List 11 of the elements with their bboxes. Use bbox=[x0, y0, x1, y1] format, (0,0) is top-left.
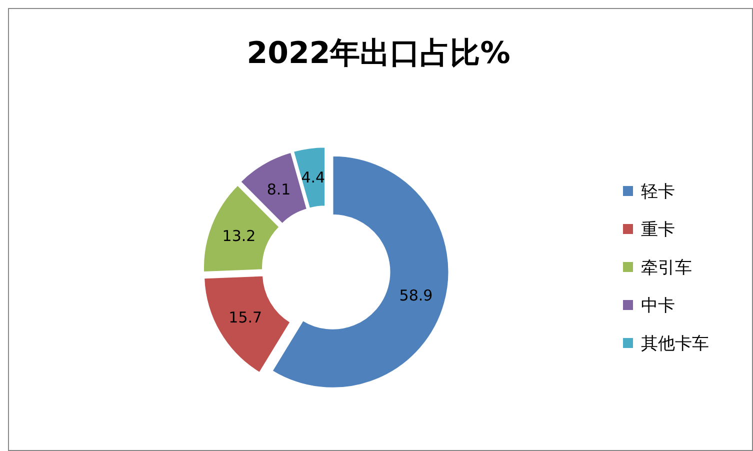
data-label: 4.4 bbox=[301, 168, 326, 187]
chart-title: 2022年出口占比% bbox=[246, 36, 510, 71]
legend-label: 其他卡车 bbox=[641, 334, 709, 354]
legend-label: 中卡 bbox=[641, 296, 675, 316]
data-label: 15.7 bbox=[228, 308, 262, 327]
data-label: 58.9 bbox=[399, 286, 433, 305]
legend-label: 重卡 bbox=[641, 220, 675, 240]
data-label: 8.1 bbox=[266, 180, 291, 199]
legend-label: 轻卡 bbox=[641, 182, 675, 202]
legend-label: 牵引车 bbox=[641, 258, 692, 278]
data-label: 13.2 bbox=[222, 227, 256, 246]
